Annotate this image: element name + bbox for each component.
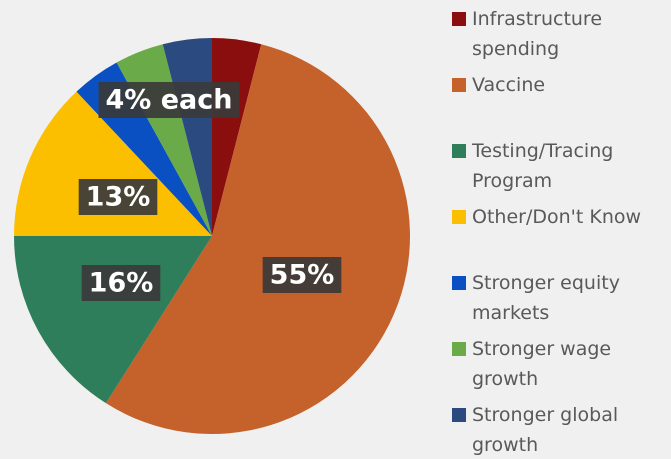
label-box bbox=[262, 257, 342, 293]
legend-swatch bbox=[452, 210, 466, 224]
data-label: 55% bbox=[262, 257, 342, 293]
legend-label: Vaccine bbox=[472, 74, 546, 96]
legend-entry: Vaccine bbox=[452, 70, 667, 100]
legend-label: Stronger wage growth bbox=[472, 338, 612, 390]
pie-slice bbox=[14, 236, 212, 404]
data-label: 4% each bbox=[98, 82, 240, 118]
legend-entry: Testing/Tracing Program bbox=[452, 136, 667, 196]
legend-entry: Other/Don't Know bbox=[452, 202, 667, 232]
label-box bbox=[78, 179, 158, 215]
label-text: 55% bbox=[270, 260, 335, 291]
pie-area: 55% 16% 13% 4% each bbox=[14, 38, 410, 435]
data-label: 13% bbox=[78, 179, 158, 215]
legend-label: Stronger global growth bbox=[472, 404, 619, 456]
pie-slice bbox=[105, 44, 410, 435]
legend-swatch bbox=[452, 276, 466, 290]
label-text: 16% bbox=[89, 268, 154, 299]
legend-entry: Stronger equity markets bbox=[452, 268, 667, 328]
label-box bbox=[98, 82, 240, 118]
legend-swatch bbox=[452, 408, 466, 422]
legend-swatch bbox=[452, 342, 466, 356]
legend-swatch bbox=[452, 12, 466, 26]
legend-swatch bbox=[452, 144, 466, 158]
label-text: 4% each bbox=[106, 85, 233, 116]
legend-entry: Stronger global growth bbox=[452, 400, 667, 459]
legend-label: Testing/Tracing Program bbox=[472, 140, 614, 192]
pie-slice bbox=[14, 91, 212, 236]
label-text: 13% bbox=[86, 182, 151, 213]
legend-swatch bbox=[452, 78, 466, 92]
legend-label: Stronger equity markets bbox=[472, 272, 620, 324]
legend-label: Other/Don't Know bbox=[472, 206, 642, 228]
legend-label: Infrastructure spending bbox=[472, 8, 603, 60]
label-box bbox=[81, 265, 161, 301]
legend-entry: Stronger wage growth bbox=[452, 334, 667, 394]
legend-entry: Infrastructure spending bbox=[452, 4, 667, 64]
data-label: 16% bbox=[81, 265, 161, 301]
